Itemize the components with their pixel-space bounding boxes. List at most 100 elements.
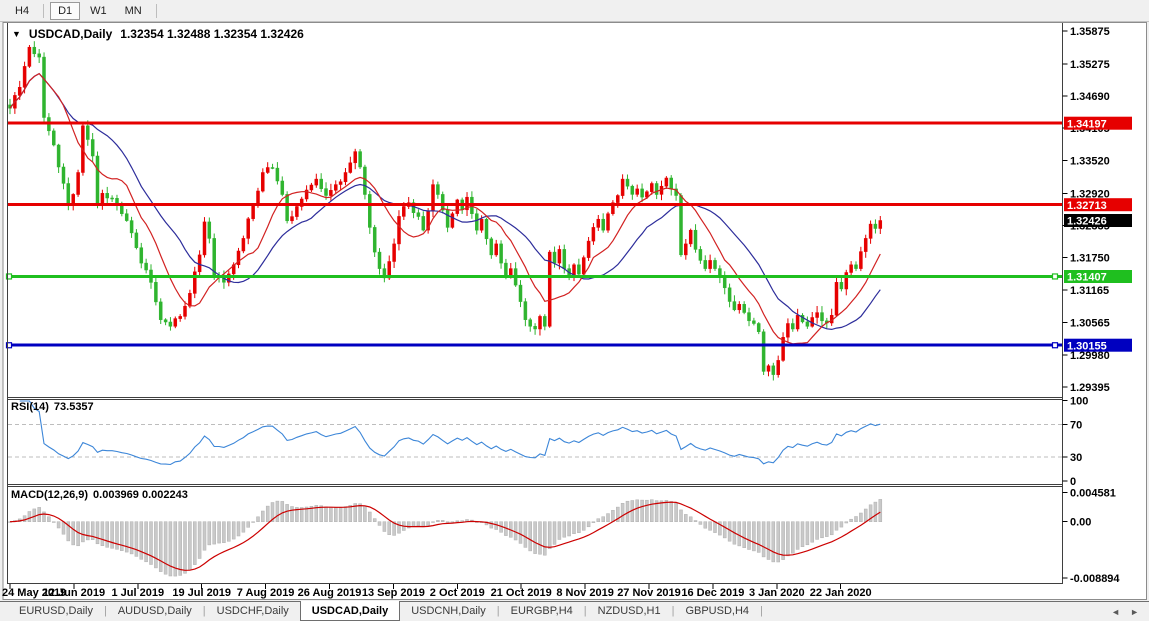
- candle-body: [577, 264, 581, 275]
- macd-bar: [577, 521, 581, 533]
- candle-body: [416, 212, 421, 217]
- macd-bar: [800, 521, 805, 547]
- candle-body: [786, 323, 790, 338]
- macd-bar: [324, 506, 328, 522]
- price-tick-label: 1.30565: [1070, 318, 1110, 330]
- macd-bar: [329, 507, 333, 522]
- line-handle[interactable]: [5, 342, 13, 349]
- macd-tick-label: 0.004581: [1070, 488, 1116, 500]
- macd-bar: [450, 521, 455, 523]
- candle-body: [144, 262, 148, 271]
- macd-bar: [440, 520, 445, 522]
- candle-body: [42, 56, 46, 118]
- candle-body: [188, 293, 192, 307]
- macd-bar: [635, 499, 639, 522]
- macd-bar: [387, 521, 391, 535]
- macd-bar: [227, 521, 231, 542]
- date-label: 8 Nov 2019: [556, 587, 613, 599]
- macd-bar: [207, 521, 212, 546]
- timeframe-button-mn[interactable]: MN: [124, 4, 142, 17]
- macd-bar: [222, 521, 226, 543]
- tab-scroll-left-icon[interactable]: ◄: [1111, 606, 1121, 617]
- candle-body: [737, 304, 742, 311]
- price-tick-label: 1.33520: [1070, 155, 1110, 167]
- macd-bar: [212, 521, 216, 545]
- candle-body: [436, 184, 440, 195]
- candle-body: [358, 151, 362, 168]
- chart-tab-usdcnh-daily[interactable]: USDCNH,Daily: [411, 605, 486, 617]
- date-label: 13 Sep 2019: [362, 587, 425, 599]
- chart-ohlc: 1.32354 1.32488 1.32354 1.32426: [120, 27, 304, 41]
- chart-dropdown-icon[interactable]: ▼: [12, 29, 21, 39]
- macd-bar: [640, 499, 644, 522]
- candle-body: [776, 360, 780, 375]
- macd-bar: [878, 499, 883, 522]
- macd-bar: [110, 521, 114, 549]
- macd-bar: [616, 506, 620, 522]
- line-handle[interactable]: [1051, 273, 1059, 280]
- toolbar-separator: [155, 3, 157, 18]
- candle-body: [878, 220, 883, 229]
- chart-tab-nzdusd-h1[interactable]: NZDUSD,H1: [597, 605, 661, 617]
- macd-bar: [489, 521, 494, 529]
- tab-scroll-right-icon[interactable]: ►: [1130, 606, 1139, 617]
- macd-bar: [290, 506, 294, 522]
- candle-body: [251, 205, 255, 219]
- macd-bar: [334, 507, 338, 522]
- candle-body: [479, 218, 484, 231]
- macd-bar: [71, 521, 75, 546]
- macd-bar: [868, 504, 873, 522]
- candle-body: [17, 87, 22, 96]
- macd-bar: [178, 521, 182, 576]
- chart-tab-audusd-daily[interactable]: AUDUSD,Daily: [117, 605, 192, 617]
- line-handle[interactable]: [1051, 342, 1059, 349]
- macd-bar: [601, 516, 605, 522]
- chart-tab-eurgbp-h4[interactable]: EURGBP,H4: [510, 605, 573, 617]
- macd-bar: [538, 521, 542, 555]
- macd-tick-label: -0.008894: [1070, 573, 1120, 585]
- date-label: 3 Jan 2020: [749, 587, 805, 599]
- line-handle[interactable]: [5, 273, 13, 280]
- macd-bar: [115, 521, 119, 550]
- candle-body: [747, 312, 751, 322]
- date-label: 16 Dec 2019: [681, 587, 744, 599]
- candle-body: [761, 331, 766, 372]
- candle-body: [722, 276, 727, 289]
- macd-bar: [406, 521, 411, 529]
- candle-body: [708, 260, 712, 269]
- candle-body: [611, 202, 615, 214]
- chart-tab-gbpusd-h4[interactable]: GBPUSD,H4: [685, 605, 750, 617]
- macd-bar: [688, 516, 693, 522]
- candle-body: [105, 193, 109, 199]
- macd-bar: [572, 521, 576, 534]
- macd-bar: [144, 521, 148, 563]
- macd-bar: [825, 521, 829, 537]
- macd-bar: [562, 521, 567, 538]
- chart-tab-usdchf-daily[interactable]: USDCHF,Daily: [216, 605, 289, 617]
- chart-tab-eurusd-daily[interactable]: EURUSD,Daily: [19, 605, 93, 617]
- macd-bar: [86, 521, 90, 541]
- toolbar-separator: [43, 3, 45, 18]
- macd-bar: [567, 521, 571, 537]
- candle-body: [601, 218, 605, 231]
- macd-bar: [591, 521, 596, 523]
- macd-bar: [256, 516, 260, 522]
- candle-body: [368, 194, 372, 228]
- macd-bar: [47, 516, 51, 522]
- timeframe-button-h4[interactable]: H4: [15, 4, 30, 17]
- date-label: 1 Jul 2019: [112, 587, 165, 599]
- candle-body: [270, 167, 275, 169]
- candle-body: [158, 301, 163, 320]
- macd-bar: [270, 502, 275, 522]
- timeframe-button-w1[interactable]: W1: [90, 4, 107, 17]
- macd-bar: [197, 521, 202, 559]
- chart-tab-usdcad-daily[interactable]: USDCAD,Daily: [299, 601, 401, 621]
- chart-symbol: USDCAD,Daily: [28, 27, 113, 41]
- date-label: 19 Jul 2019: [172, 587, 231, 599]
- date-label: 24 May 2019: [2, 587, 66, 599]
- candle-body: [616, 195, 620, 203]
- timeframe-button-d1[interactable]: D1: [50, 1, 81, 20]
- macd-bar: [124, 521, 129, 553]
- macd-bar: [859, 512, 863, 522]
